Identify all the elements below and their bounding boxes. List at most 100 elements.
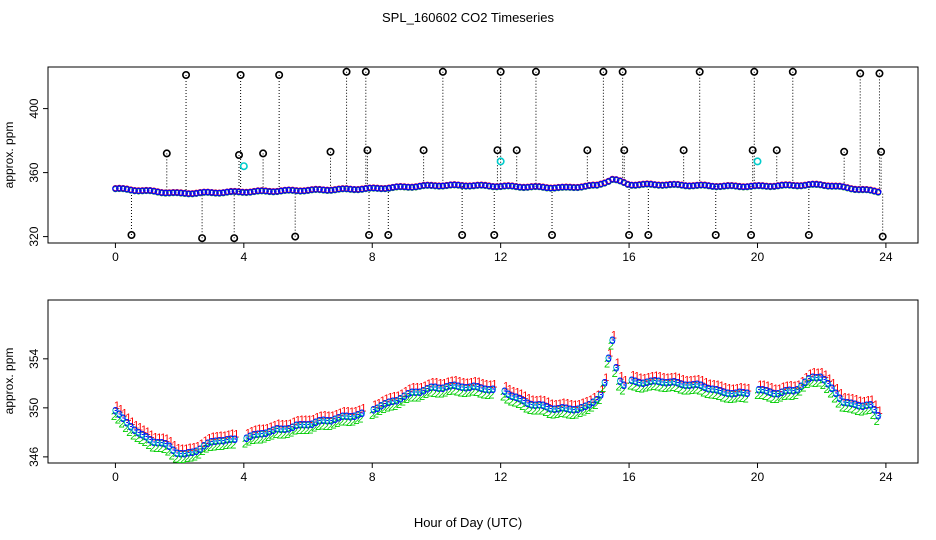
baseline-point-blue [855,186,863,193]
series-1-point: 1 [792,380,798,392]
baseline-point-blue [327,186,335,194]
series-1-point: 1 [310,413,316,425]
series-3-point: 3 [802,377,808,389]
outlier-point [230,234,239,243]
mean-point [204,439,211,446]
series-1-point: 1 [437,377,443,389]
baseline-point-blue [366,184,373,192]
series-2-point: 2 [604,359,610,371]
series-1-point: 1 [253,424,259,436]
mean-point [389,398,396,405]
mean-point [459,383,466,391]
series-2-point: 2 [723,394,729,406]
series-1-point: 1 [434,377,440,389]
series-3-point: 3 [405,388,411,400]
series-2-point: 2 [319,421,325,433]
series-3-point: 3 [213,436,219,448]
top-x-tick-label: 4 [240,250,247,264]
series-2-point: 2 [369,410,375,422]
baseline-point-blue [651,181,659,188]
series-2-point: 2 [862,406,868,418]
series-1-point: 1 [850,392,856,404]
mean-point [316,417,323,424]
mean-point [855,402,863,409]
baseline-point-blue [308,186,316,193]
series-3-point: 3 [274,424,280,436]
series-3-point: 3 [340,411,346,423]
baseline-point-blue [755,182,763,189]
baseline-point-blue [559,183,566,191]
baseline-point-blue [751,182,759,189]
series-1-point: 1 [746,383,752,395]
series-2-point: 2 [149,442,155,454]
series-1-point: 1 [645,372,651,384]
baseline-point-blue [335,185,343,193]
baseline-point-blue [455,181,462,189]
series-1-point: 1 [765,380,771,392]
series-1-point: 1 [303,414,309,426]
mean-point [297,421,304,428]
mean-point [304,421,312,428]
series-3-point: 3 [124,417,130,429]
series-1-point: 1 [684,374,690,386]
series-1-point: 1 [122,407,128,419]
series-1-point: 1 [842,391,848,403]
baseline-point-blue [443,182,450,189]
series-2-point: 2 [357,413,363,425]
baseline-point-blue [624,181,632,188]
series-2-point: 2 [627,381,633,393]
series-3-point: 3 [636,377,642,389]
series-2-point: 2 [215,441,221,453]
series-2-point: 2 [666,382,672,394]
series-3-point: 3 [251,429,257,441]
series-3-point: 3 [525,398,531,410]
series-3-point: 3 [386,397,392,409]
series-3-point: 3 [505,389,511,401]
series-2-point: 2 [785,391,791,403]
series-1-point: 1 [865,395,871,407]
mean-point [848,399,855,406]
outlier-point [877,147,886,156]
series-3-point: 3 [135,427,141,439]
mean-point [462,384,470,391]
series-3-point: 3 [598,389,604,401]
outlier-point [548,231,557,240]
series-3-point: 3 [451,380,457,392]
series-1-point: 1 [726,383,732,395]
series-3-point: 3 [652,376,658,388]
series-1-point: 1 [426,378,432,390]
series-1-point: 1 [206,432,212,444]
baseline-point-blue [770,183,778,190]
series-1-point: 1 [372,399,378,411]
series-2-point: 2 [230,440,236,452]
series-1-point: 1 [229,428,235,440]
series-2-point: 2 [404,394,410,406]
series-3-point: 3 [501,386,507,398]
series-2-point: 2 [804,379,810,391]
series-1-point: 1 [114,400,120,412]
cyan-point [753,157,762,166]
mean-point [455,382,462,390]
series-2-point: 2 [454,386,460,398]
mean-point [528,401,535,408]
series-2-point: 2 [550,409,556,421]
baseline-point-blue [705,182,712,189]
series-2-point: 2 [265,432,271,444]
outlier-point [361,67,370,76]
series-3-point: 3 [679,379,685,391]
mean-point [281,425,289,433]
series-3-point: 3 [775,389,781,401]
baseline-point-blue [343,185,350,193]
baseline-point-blue [743,183,751,190]
baseline-point-blue [254,187,262,195]
mean-point [293,422,300,429]
series-3-point: 3 [151,437,157,449]
series-3-point: 3 [667,377,673,389]
series-1-point: 1 [665,372,671,384]
series-2-point: 2 [461,388,467,400]
series-3-point: 3 [220,435,226,447]
series-1-point: 1 [457,375,463,387]
series-3-point: 3 [617,376,623,388]
baseline-point-blue [663,181,670,189]
mean-point [451,381,458,389]
